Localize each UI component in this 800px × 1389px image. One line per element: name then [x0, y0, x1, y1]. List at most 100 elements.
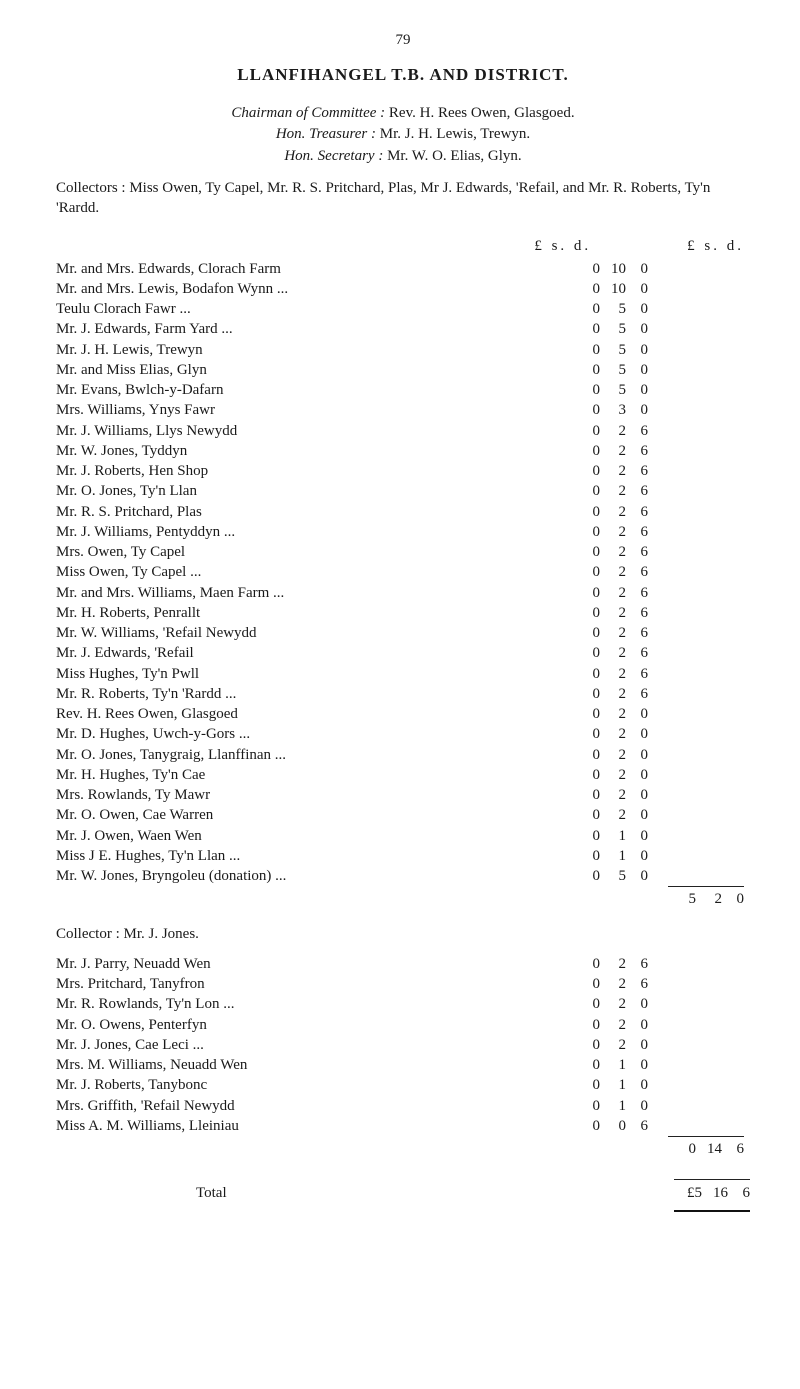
amount-s: 2 [600, 805, 626, 825]
amount-d: 6 [626, 502, 648, 522]
amount-s: 2 [600, 502, 626, 522]
amount-l: 0 [578, 1035, 600, 1055]
entry-amount: 020 [578, 1035, 750, 1055]
amount-d: 6 [626, 421, 648, 441]
list-item: Mr. O. Owen, Cae Warren020 [56, 805, 750, 825]
subtotal2-s: 14 [696, 1139, 722, 1159]
amount-d: 0 [626, 1055, 648, 1075]
entry-label: Mr. O. Jones, Tanygraig, Llanffinan ... [56, 745, 286, 765]
page-title: LLANFIHANGEL T.B. AND DISTRICT. [56, 64, 750, 87]
entry-amount: 010 [578, 826, 750, 846]
amount-s: 2 [600, 643, 626, 663]
chairman-name: Rev. H. Rees Owen, Glasgoed. [389, 105, 575, 121]
collector-line: Collector : Mr. J. Jones. [56, 924, 750, 944]
entry-amount: 026 [578, 583, 750, 603]
amount-s: 1 [600, 1055, 626, 1075]
amount-d: 0 [626, 1075, 648, 1095]
amount-l: 0 [578, 461, 600, 481]
entry-label: Mrs. Williams, Ynys Fawr [56, 400, 215, 420]
amount-d: 0 [626, 400, 648, 420]
amount-s: 2 [600, 562, 626, 582]
list-item: Mr. J. Roberts, Tanybonc010 [56, 1075, 750, 1095]
amount-d: 6 [626, 542, 648, 562]
entry-label: Mrs. Pritchard, Tanyfron [56, 974, 205, 994]
list-item: Mr. and Mrs. Edwards, Clorach Farm0100 [56, 259, 750, 279]
entry-amount: 020 [578, 1015, 750, 1035]
amount-l: 0 [578, 684, 600, 704]
amount-l: 0 [578, 1055, 600, 1075]
entry-amount: 030 [578, 400, 750, 420]
entry-label: Teulu Clorach Fawr ... [56, 299, 191, 319]
list-item: Mr. J. Parry, Neuadd Wen026 [56, 954, 750, 974]
list-item: Miss Hughes, Ty'n Pwll026 [56, 664, 750, 684]
amount-d: 0 [626, 380, 648, 400]
amount-d: 0 [626, 1015, 648, 1035]
amount-d: 0 [626, 745, 648, 765]
list-item: Mr. J. Owen, Waen Wen010 [56, 826, 750, 846]
amount-s: 2 [600, 481, 626, 501]
entry-label: Miss J E. Hughes, Ty'n Llan ... [56, 846, 240, 866]
list-item: Mr. and Mrs. Williams, Maen Farm ...026 [56, 583, 750, 603]
amount-s: 5 [600, 866, 626, 886]
amount-s: 5 [600, 380, 626, 400]
amount-l: 0 [578, 846, 600, 866]
entry-label: Mr. J. Edwards, Farm Yard ... [56, 319, 233, 339]
amount-d: 0 [626, 994, 648, 1014]
list-item: Mr. W. Jones, Tyddyn026 [56, 441, 750, 461]
amount-s: 2 [600, 745, 626, 765]
list-item: Mr. R. Rowlands, Ty'n Lon ...020 [56, 994, 750, 1014]
list-item: Mr. J. H. Lewis, Trewyn050 [56, 340, 750, 360]
amount-l: 0 [578, 319, 600, 339]
amount-l: 0 [578, 1075, 600, 1095]
entry-amount: 006 [578, 1116, 750, 1136]
amount-l: 0 [578, 704, 600, 724]
amount-l: 0 [578, 562, 600, 582]
amount-l: 0 [578, 583, 600, 603]
amount-s: 5 [600, 340, 626, 360]
entry-amount: 010 [578, 1075, 750, 1095]
entry-amount: 026 [578, 502, 750, 522]
list-item: Mr. W. Williams, 'Refail Newydd026 [56, 623, 750, 643]
amount-l: 0 [578, 1015, 600, 1035]
amount-d: 0 [626, 846, 648, 866]
amount-s: 2 [600, 974, 626, 994]
amount-d: 6 [626, 684, 648, 704]
amount-s: 1 [600, 1096, 626, 1116]
amount-l: 0 [578, 954, 600, 974]
amount-d: 6 [626, 522, 648, 542]
list-item: Mr. R. Roberts, Ty'n 'Rardd ...026 [56, 684, 750, 704]
amount-l: 0 [578, 866, 600, 886]
amount-d: 0 [626, 259, 648, 279]
amount-s: 10 [600, 279, 626, 299]
subtotal-l: 5 [668, 889, 696, 909]
officers-block: Chairman of Committee : Rev. H. Rees Owe… [56, 103, 750, 166]
entry-amount: 026 [578, 954, 750, 974]
entry-amount: 050 [578, 360, 750, 380]
list-item: Mr. D. Hughes, Uwch-y-Gors ...020 [56, 724, 750, 744]
amount-s: 5 [600, 299, 626, 319]
entry-label: Mr. H. Hughes, Ty'n Cae [56, 765, 205, 785]
currency-header: £ s. d. £ s. d. [56, 236, 750, 256]
entry-amount: 020 [578, 704, 750, 724]
entry-label: Mr. O. Jones, Ty'n Llan [56, 481, 197, 501]
list-item: Mr. O. Jones, Tanygraig, Llanffinan ... 0… [56, 745, 750, 765]
list-item: Miss Owen, Ty Capel ...026 [56, 562, 750, 582]
entry-amount: 050 [578, 299, 750, 319]
total-row: Total £5 16 6 [56, 1175, 750, 1211]
list-item: Rev. H. Rees Owen, Glasgoed020 [56, 704, 750, 724]
entry-amount: 026 [578, 441, 750, 461]
amount-l: 0 [578, 380, 600, 400]
list-item: Mrs. Griffith, 'Refail Newydd010 [56, 1096, 750, 1116]
amount-l: 0 [578, 1116, 600, 1136]
amount-l: 0 [578, 785, 600, 805]
list-item: Mr. W. Jones, Bryngoleu (donation) ...05… [56, 866, 750, 886]
amount-s: 2 [600, 994, 626, 1014]
entry-label: Mr. and Miss Elias, Glyn [56, 360, 207, 380]
list-item: Mr. J. Roberts, Hen Shop026 [56, 461, 750, 481]
amount-d: 0 [626, 299, 648, 319]
entry-amount: 020 [578, 805, 750, 825]
amount-s: 0 [600, 1116, 626, 1136]
entry-amount: 010 [578, 1055, 750, 1075]
amount-s: 2 [600, 421, 626, 441]
entry-amount: 010 [578, 846, 750, 866]
